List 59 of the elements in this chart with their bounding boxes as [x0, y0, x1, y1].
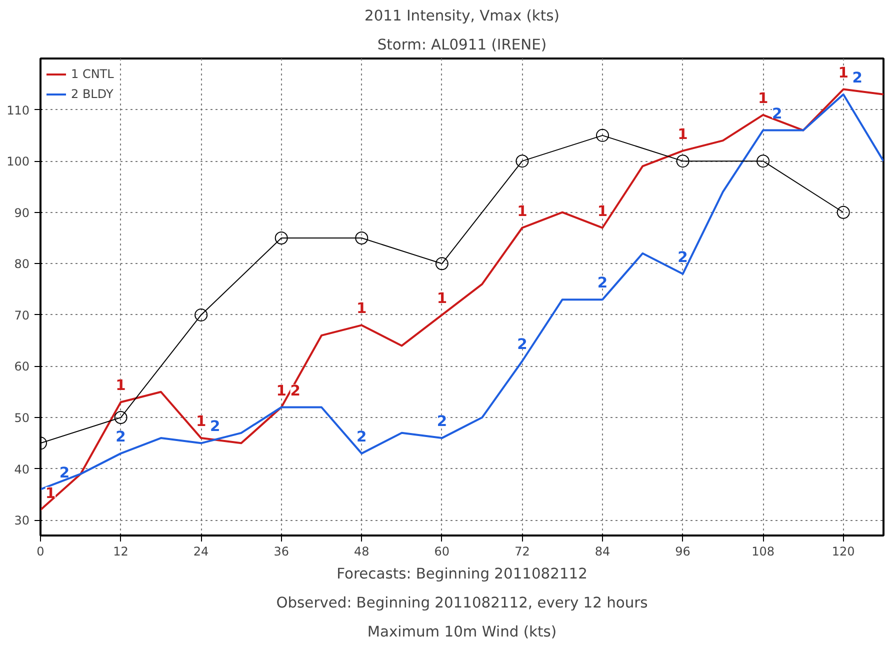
annotation: 1 — [517, 202, 528, 220]
point — [516, 154, 529, 168]
point — [274, 232, 288, 245]
legend-label: 2 BLDY — [71, 87, 114, 101]
y-tick-label: 70 — [14, 308, 30, 322]
x-tick-label: 72 — [514, 544, 530, 558]
legend-label: 1 CNTL — [71, 67, 114, 81]
x-axis-title: Forecasts: Beginning 2011082112 — [336, 566, 588, 582]
x-tick-label: 12 — [113, 544, 128, 558]
annotation: 2 — [59, 464, 70, 482]
y-tick-label: 100 — [6, 154, 30, 169]
annotation: 2 — [116, 428, 126, 446]
y-tick-label: 80 — [14, 257, 30, 272]
point — [596, 128, 609, 142]
x-tick-label: 36 — [274, 544, 290, 558]
annotation: 1 — [116, 377, 126, 394]
point — [435, 257, 448, 270]
y-tick-label: 40 — [14, 462, 30, 476]
x-tick-label: 96 — [675, 544, 690, 558]
y-tick-label: 110 — [6, 103, 30, 118]
point — [756, 154, 770, 168]
point — [836, 206, 850, 219]
x-tick-label: 108 — [752, 544, 775, 558]
annotation: 2 — [772, 105, 782, 122]
point — [114, 411, 128, 424]
point — [355, 232, 368, 245]
x-tick-label: 48 — [354, 544, 370, 558]
annotation: 2 — [436, 413, 448, 430]
chart-subtitle: Storm: AL0911 (IRENE) — [377, 36, 547, 54]
annotation: 1 — [356, 300, 367, 318]
x-tick-label: 0 — [36, 544, 44, 558]
x-tick-label: 24 — [193, 544, 209, 558]
annotation: 1 — [45, 484, 56, 502]
y-tick-label: 90 — [14, 206, 30, 220]
annotation: 1 — [276, 382, 286, 400]
point — [194, 308, 208, 322]
x-tick-label: 84 — [594, 544, 610, 558]
annotation: 2 — [852, 69, 862, 86]
point — [676, 154, 690, 168]
x-tick-label: 60 — [434, 544, 450, 558]
annotation: 1 — [678, 126, 688, 143]
x-tick-label: 120 — [832, 544, 855, 558]
annotation: 1 — [838, 64, 848, 82]
annotation: 2 — [678, 248, 688, 266]
annotation: 2 — [597, 274, 608, 292]
y-tick-label: 60 — [14, 360, 30, 374]
text: Observed: Beginning 2011082112, every 12 hours — [276, 594, 648, 612]
annotation: 2 — [356, 428, 367, 446]
annotation: 1 — [436, 290, 448, 307]
text: Maximum 10m Wind (kts) — [367, 624, 557, 640]
annotation: 2 — [517, 336, 528, 354]
y-tick-label: 30 — [14, 514, 30, 528]
annotation: 1 — [196, 413, 206, 430]
y-tick-label: 50 — [14, 411, 30, 426]
annotation: 1 — [597, 202, 608, 220]
annotation: 2 — [210, 418, 220, 436]
chart-title: 2011 Intensity, Vmax (kts) — [364, 8, 560, 24]
annotation: 1 — [758, 90, 768, 107]
annotation: 2 — [290, 382, 300, 400]
